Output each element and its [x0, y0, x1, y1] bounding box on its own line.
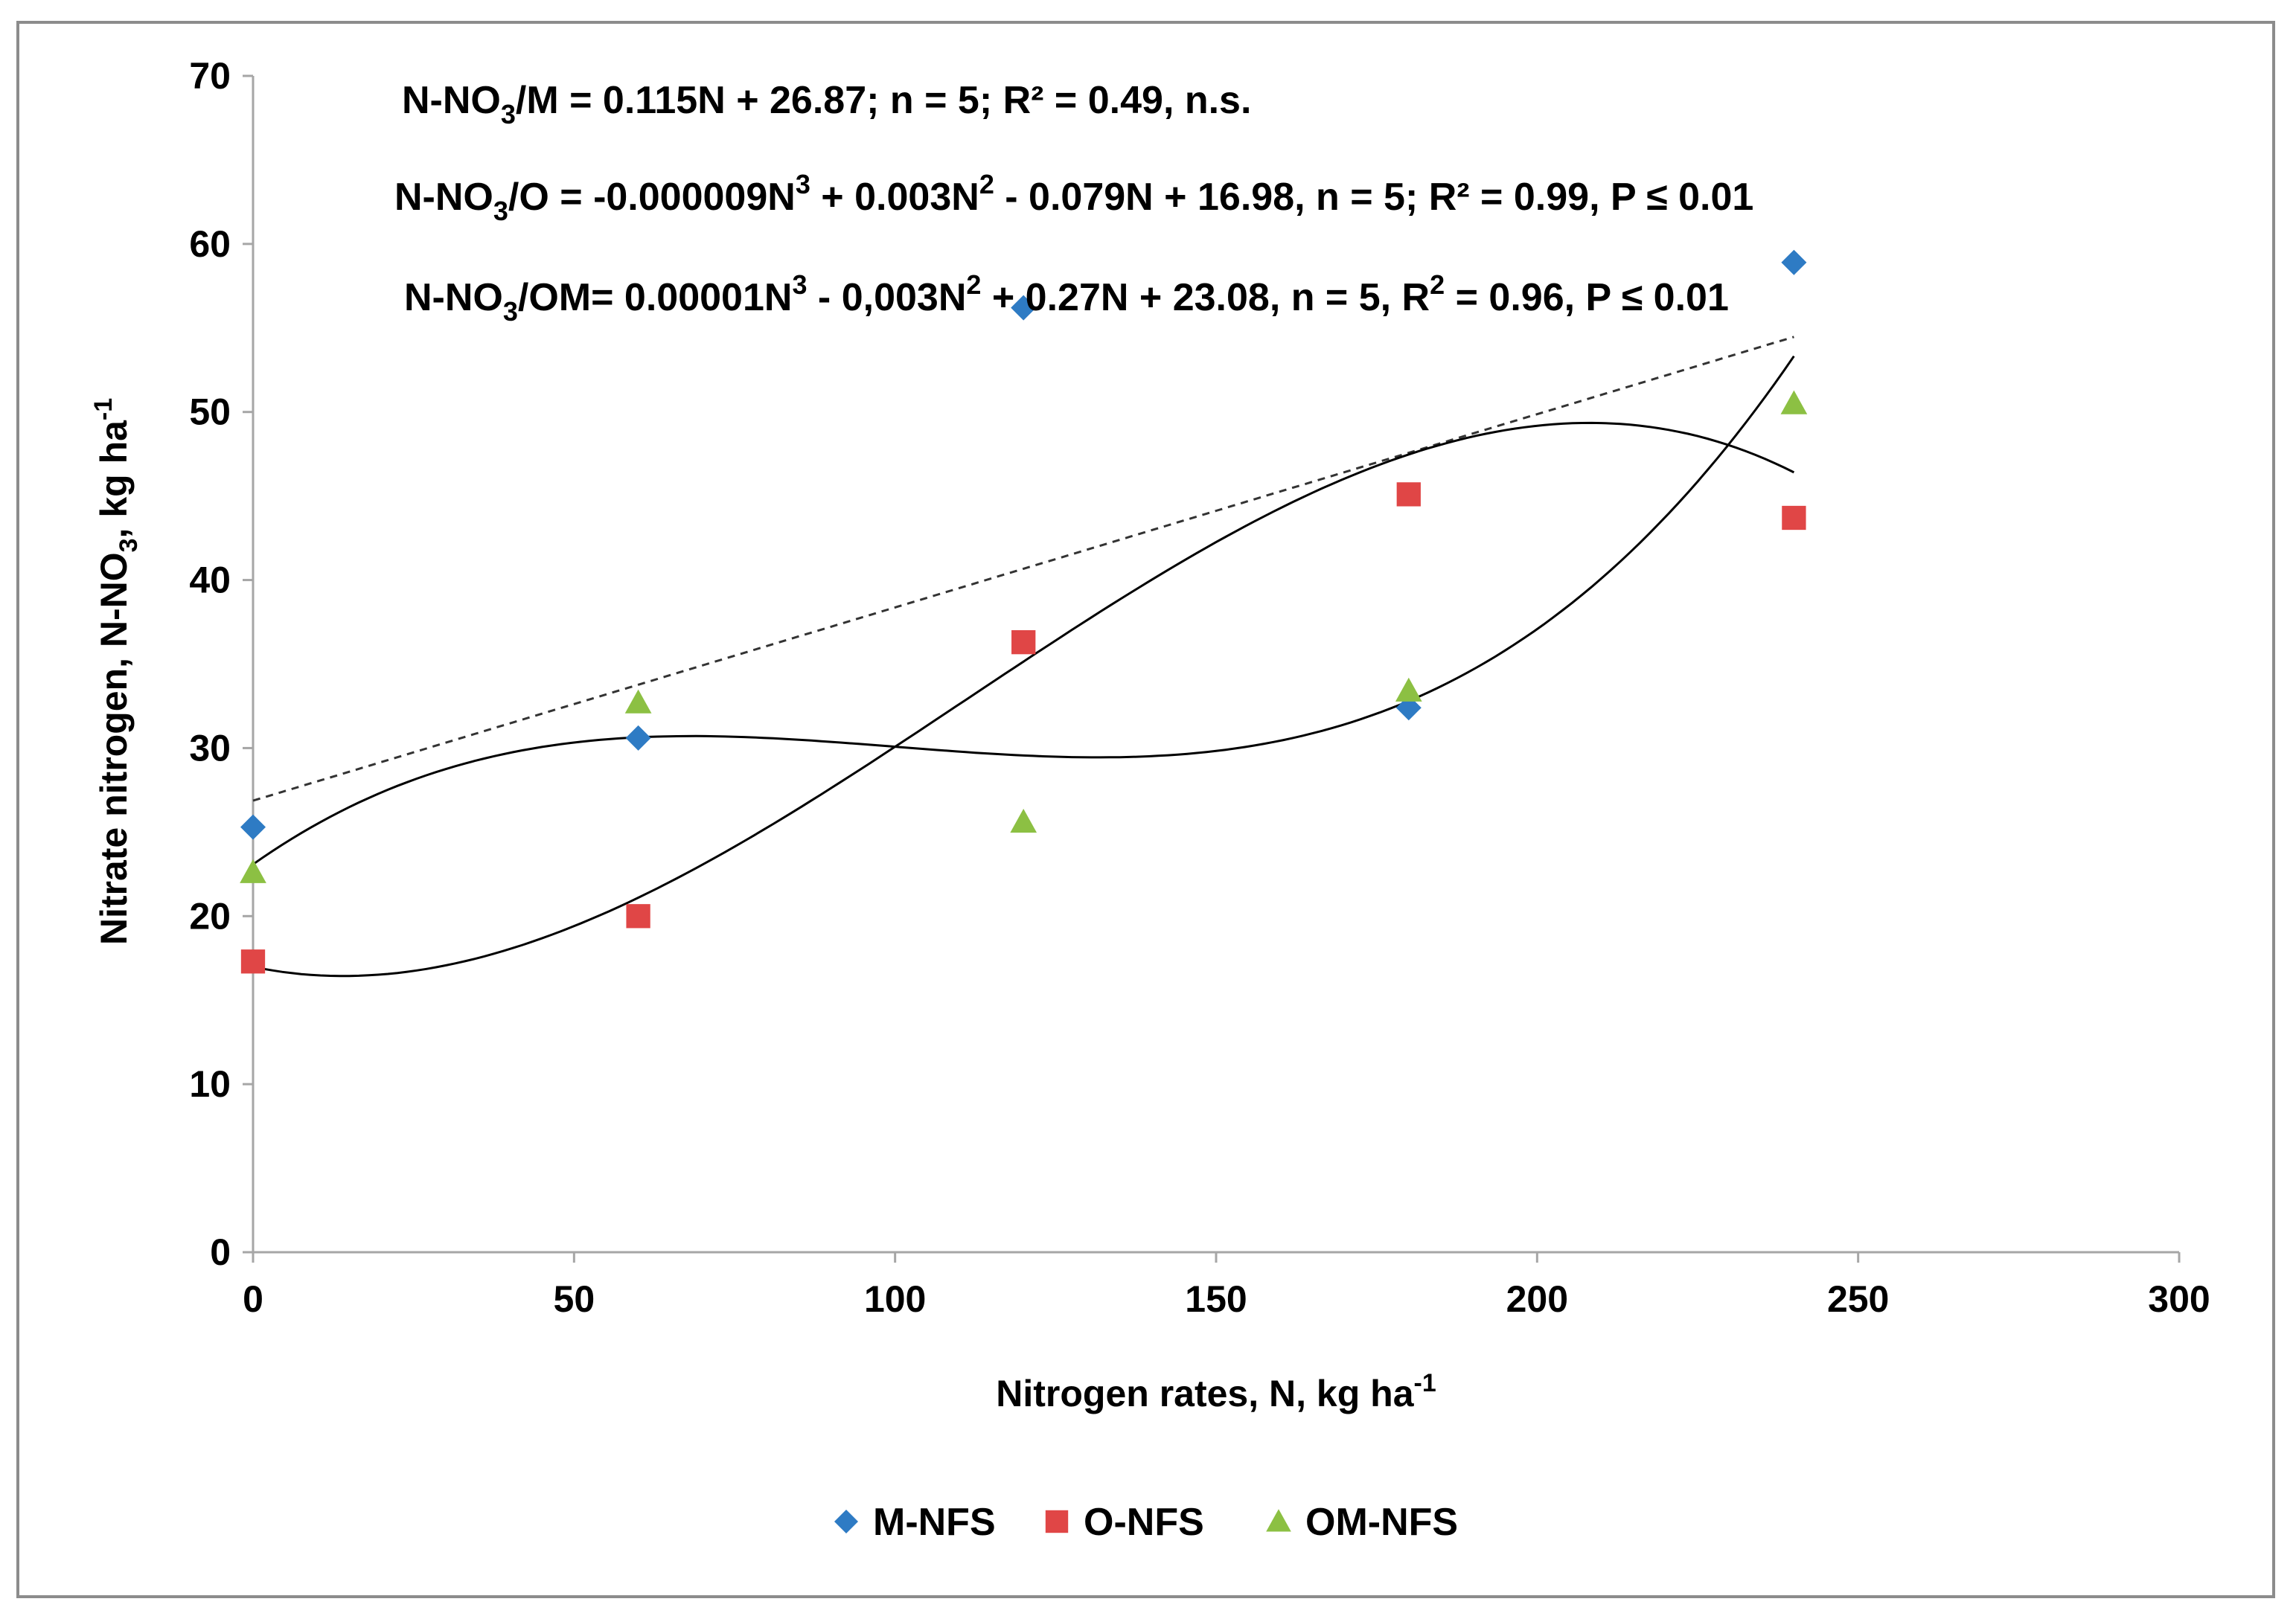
- o-nfs-point: [1396, 482, 1421, 507]
- om-nfs-legend-marker: [1266, 1509, 1291, 1532]
- trend-equation: N-NO3/OM= 0.00001N3 - 0,003N2 + 0.27N + …: [404, 269, 1729, 327]
- trendline-om-nfs: [252, 355, 1795, 865]
- om-nfs-point: [1780, 390, 1808, 414]
- legend-item-o-nfs: O-NFS: [1045, 1501, 1204, 1544]
- y-tick-label: 10: [189, 1063, 231, 1105]
- axes: 0 10 20 30 40 50 60 70 0 50 100 150 200 250 300: [189, 55, 2210, 1320]
- m-nfs-point: [625, 725, 651, 751]
- m-nfs-legend-marker: [834, 1510, 858, 1533]
- x-axis-title: Nitrogen rates, N, kg ha-1: [996, 1369, 1436, 1414]
- x-tick-label: 100: [864, 1278, 926, 1320]
- legend-item-om-nfs: OM-NFS: [1266, 1501, 1458, 1544]
- om-nfs-point: [1010, 808, 1037, 833]
- x-tick-label: 200: [1506, 1278, 1568, 1320]
- chart-frame: [16, 21, 2275, 1598]
- trend-equation: N-NO3/M = 0.115N + 26.87; n = 5; R² = 0.…: [402, 79, 1251, 129]
- y-tick-label: 40: [189, 560, 231, 601]
- m-nfs-point: [240, 814, 266, 840]
- y-tick-label: 50: [189, 391, 231, 433]
- legend-label: O-NFS: [1084, 1501, 1204, 1544]
- om-nfs-point: [240, 859, 266, 883]
- y-tick-label: 70: [189, 55, 231, 97]
- y-tick-label: 30: [189, 727, 231, 769]
- y-axis-title: Nitrate nitrogen, N-NO3, kg ha-1: [89, 398, 143, 945]
- data-points: [240, 249, 1808, 974]
- x-tick-label: 0: [243, 1278, 263, 1320]
- o-nfs-point: [240, 949, 266, 974]
- om-nfs-point: [1395, 677, 1422, 702]
- m-nfs-point: [1011, 295, 1037, 321]
- trendline-m-nfs: [252, 336, 1794, 802]
- x-tick-label: 150: [1185, 1278, 1247, 1320]
- legend-label: OM-NFS: [1305, 1501, 1458, 1544]
- legend-label: M-NFS: [873, 1501, 996, 1544]
- y-tick-label: 20: [189, 895, 231, 937]
- om-nfs-point: [624, 689, 652, 714]
- legend-item-m-nfs: M-NFS: [834, 1501, 996, 1544]
- legend: M-NFS O-NFS OM-NFS: [834, 1501, 1458, 1544]
- m-nfs-point: [1781, 249, 1807, 275]
- x-tick-label: 50: [554, 1278, 595, 1320]
- y-tick-label: 0: [210, 1231, 231, 1273]
- equations: N-NO3/M = 0.115N + 26.87; n = 5; R² = 0.…: [394, 79, 1753, 327]
- o-nfs-legend-marker: [1045, 1510, 1069, 1533]
- y-tick-label: 60: [189, 223, 231, 265]
- trend-equation: N-NO3/O = -0.000009N3 + 0.003N2 - 0.079N…: [394, 169, 1753, 226]
- trendline-o-nfs: [252, 421, 1795, 978]
- o-nfs-point: [1782, 505, 1806, 530]
- o-nfs-point: [626, 904, 650, 929]
- x-tick-label: 250: [1827, 1278, 1889, 1320]
- trendlines: [252, 336, 1795, 978]
- x-tick-label: 300: [2148, 1278, 2210, 1320]
- axis-titles: Nitrogen rates, N, kg ha-1 Nitrate nitrog…: [89, 398, 1436, 1414]
- o-nfs-point: [1011, 629, 1036, 655]
